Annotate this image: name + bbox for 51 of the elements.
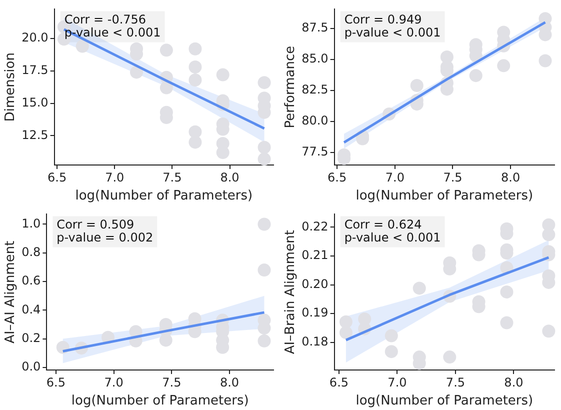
x-tick-label: 7.5 xyxy=(162,375,182,390)
x-tick-label: 6.5 xyxy=(328,170,347,184)
annotation: Corr = 0.624 xyxy=(344,217,422,232)
x-tick-label: 7.5 xyxy=(446,375,466,390)
y-tick-label: 17.5 xyxy=(22,63,48,78)
x-tick-label: 7.5 xyxy=(443,170,462,184)
annotation: Corr = 0.949 xyxy=(344,12,422,26)
y-tick-label: 0.4 xyxy=(22,302,41,316)
annotation: Corr = -0.756 xyxy=(64,12,146,26)
y-tick-label: 82.5 xyxy=(302,82,328,97)
y-tick-label: 15.0 xyxy=(22,95,48,110)
x-axis-title: log(Number of Parameters) xyxy=(75,188,253,204)
annotation: p-value = 0.002 xyxy=(56,230,154,244)
y-tick-label: 20.0 xyxy=(22,30,48,45)
y-tick-label: 12.5 xyxy=(22,128,48,142)
y-axis-title: Dimension xyxy=(3,52,18,122)
x-axis-title: log(Number of Parameters) xyxy=(71,394,249,409)
x-tick-label: 8.0 xyxy=(504,375,524,390)
x-tick-label: 6.5 xyxy=(329,375,349,390)
annotation: p-value < 0.001 xyxy=(344,25,441,40)
x-tick-label: 7.0 xyxy=(105,170,124,184)
y-tick-label: 80.0 xyxy=(302,114,328,128)
annotation: Corr = 0.509 xyxy=(56,217,134,232)
y-tick-label: 0.0 xyxy=(22,360,41,374)
y-tick-label: 0.22 xyxy=(302,219,328,234)
y-axis-title: Performance xyxy=(283,46,298,128)
y-tick-label: 0.19 xyxy=(302,306,328,320)
x-tick-label: 8.0 xyxy=(501,170,520,184)
y-tick-label: 0.6 xyxy=(22,274,41,288)
x-tick-label: 8.0 xyxy=(220,170,240,184)
y-axis-title: AI–AI Alignment xyxy=(3,240,18,344)
x-tick-label: 7.5 xyxy=(162,170,182,184)
x-axis-title: log(Number of Parameters) xyxy=(356,188,534,204)
y-tick-label: 0.8 xyxy=(22,244,41,259)
x-axis-title: log(Number of Parameters) xyxy=(356,394,534,409)
y-tick-label: 0.21 xyxy=(302,248,328,262)
y-tick-label: 0.20 xyxy=(302,276,328,291)
y-tick-label: 77.5 xyxy=(302,144,328,158)
x-tick-label: 7.0 xyxy=(385,170,404,184)
x-tick-label: 7.0 xyxy=(104,375,124,390)
annotation: p-value < 0.001 xyxy=(344,230,441,244)
y-axis-title: AI–Brain Alignment xyxy=(283,230,298,354)
x-tick-label: 6.5 xyxy=(46,375,66,390)
x-tick-label: 8.0 xyxy=(220,375,240,390)
x-tick-label: 6.5 xyxy=(48,170,67,184)
y-tick-label: 1.0 xyxy=(22,216,41,230)
x-tick-label: 7.0 xyxy=(388,375,407,390)
y-tick-label: 87.5 xyxy=(302,20,328,35)
y-tick-label: 85.0 xyxy=(302,52,328,66)
y-tick-label: 0.18 xyxy=(302,334,328,348)
y-tick-label: 0.2 xyxy=(22,330,41,345)
